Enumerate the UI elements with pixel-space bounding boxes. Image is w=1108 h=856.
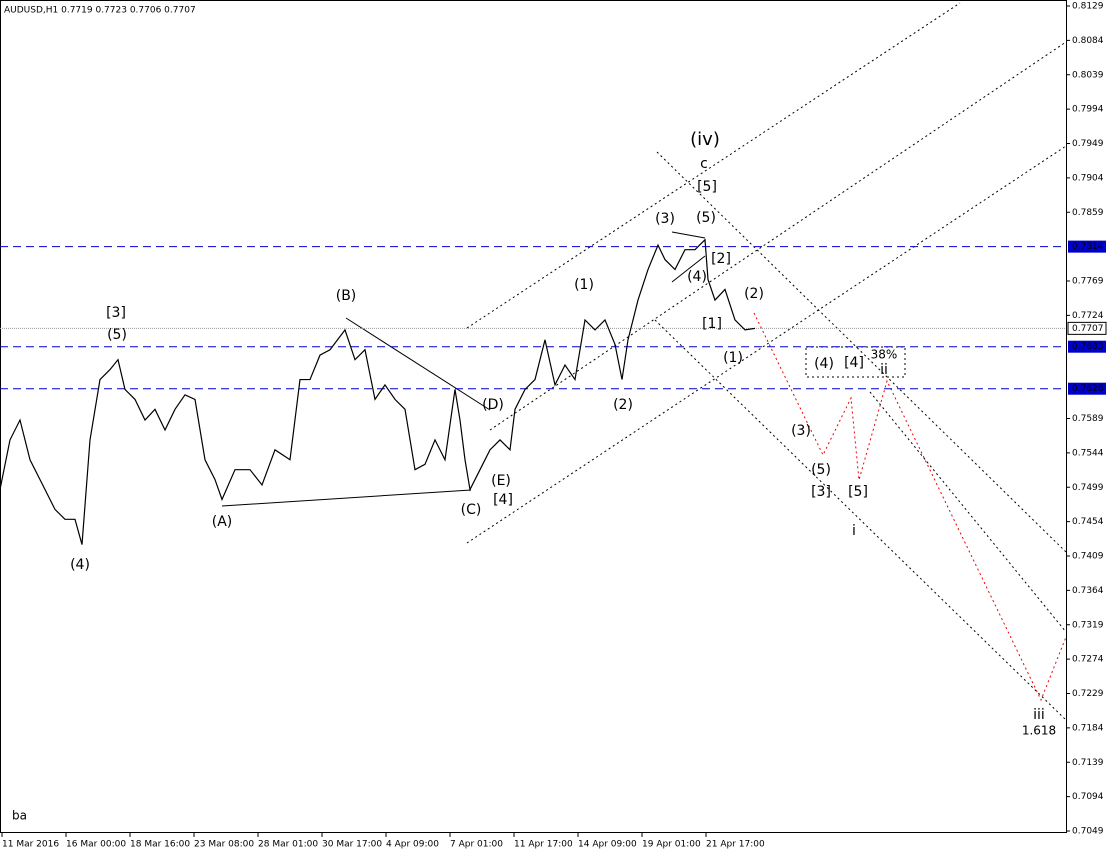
footer-label: ba	[12, 809, 27, 823]
wave-label: [4]	[844, 355, 864, 371]
y-tick-label: 0.7364	[1072, 586, 1104, 596]
level-label: 0.7814	[1072, 242, 1104, 252]
y-tick-label: 0.7724	[1072, 311, 1104, 321]
y-tick-label: 0.7544	[1072, 448, 1104, 458]
chart-title: AUDUSD,H1 0.7719 0.7723 0.7706 0.7707	[4, 6, 196, 16]
y-tick-label: 0.7229	[1072, 689, 1104, 699]
x-tick-label: 11 Mar 2016	[2, 840, 59, 850]
level-label-box	[1068, 382, 1106, 395]
plot-frame	[0, 0, 1067, 833]
channel-lines	[466, 2, 1067, 721]
wave-label: [5]	[697, 179, 717, 195]
current-price-box	[1067, 321, 1107, 335]
wave-label: (2)	[744, 286, 764, 302]
y-tick-label: 0.7409	[1072, 552, 1104, 562]
y-tick-label: 0.7454	[1072, 517, 1104, 527]
y-tick-label: 0.8039	[1072, 70, 1104, 80]
y-tick-label: 0.8084	[1072, 36, 1104, 46]
x-tick-label: 30 Mar 17:00	[322, 840, 382, 850]
wave-label: (A)	[212, 514, 233, 530]
wave-label: i	[852, 523, 856, 539]
wave-label: (5)	[696, 210, 716, 226]
x-tick-label: 28 Mar 01:00	[258, 840, 318, 850]
wave-label: iii	[1033, 707, 1045, 723]
x-tick-label: 21 Apr 17:00	[706, 840, 765, 850]
y-tick-label: 0.7769	[1072, 277, 1104, 287]
y-tick-label: 0.7274	[1072, 655, 1104, 665]
wave-label: [5]	[848, 484, 868, 500]
wave-label: 1.618	[1022, 724, 1056, 738]
x-tick-label: 23 Mar 08:00	[194, 840, 254, 850]
level-label-box	[1068, 340, 1106, 353]
wave-label: (4)	[814, 356, 834, 372]
wave-label: [2]	[711, 251, 731, 267]
wave-label: (5)	[107, 327, 127, 343]
y-tick-label: 0.7499	[1072, 483, 1104, 493]
x-tick-label: 16 Mar 00:00	[66, 840, 126, 850]
wave-label: [1]	[702, 316, 722, 332]
wave-label: (3)	[791, 423, 811, 439]
wave-label: [3]	[106, 305, 126, 321]
projection-paths	[753, 312, 1067, 702]
wave-label: (C)	[461, 502, 482, 518]
y-tick-label: 0.7049	[1072, 827, 1104, 837]
y-tick-label: 0.7904	[1072, 173, 1104, 183]
level-label: 0.7683	[1072, 342, 1104, 352]
y-tick-label: 0.8129	[1072, 2, 1104, 12]
wave-label: (3)	[655, 211, 675, 227]
y-tick-label: 0.7949	[1072, 139, 1104, 149]
wave-label: [4]	[493, 492, 513, 508]
y-tick-label: 0.7319	[1072, 620, 1104, 630]
wave-label: (iv)	[690, 129, 720, 150]
x-tick-label: 19 Apr 01:00	[642, 840, 701, 850]
price-line	[0, 238, 756, 545]
y-tick-label: 0.7184	[1072, 723, 1104, 733]
wave-label: ii	[880, 362, 888, 378]
level-label-box	[1068, 240, 1106, 253]
wave-label: (4)	[70, 557, 90, 573]
x-tick-label: 4 Apr 09:00	[386, 840, 439, 850]
current-price-label: 0.7707	[1072, 324, 1104, 334]
wave-label: (5)	[811, 462, 831, 478]
y-tick-label: 0.7859	[1072, 208, 1104, 218]
wave-label: (1)	[574, 277, 594, 293]
wave-label: (B)	[336, 288, 357, 304]
wave-label: (D)	[482, 397, 504, 413]
triangle-lines	[221, 231, 706, 507]
y-tick-label: 0.7139	[1072, 758, 1104, 768]
wave-label: c	[700, 156, 708, 172]
x-tick-label: 11 Apr 17:00	[514, 840, 573, 850]
wave-label: 38%	[871, 348, 898, 362]
wave-label: (2)	[613, 397, 633, 413]
wave-label: (E)	[491, 473, 511, 489]
y-tick-label: 0.7994	[1072, 105, 1104, 115]
wave-label: [3]	[811, 484, 831, 500]
x-tick-label: 14 Apr 09:00	[578, 840, 637, 850]
y-tick-label: 0.7094	[1072, 792, 1104, 802]
y-tick-label: 0.7589	[1072, 414, 1104, 424]
x-tick-label: 18 Mar 16:00	[130, 840, 190, 850]
level-label: 0.7628	[1072, 384, 1104, 394]
wave-label: (4)	[687, 269, 707, 285]
wave-label: (1)	[723, 350, 743, 366]
x-tick-label: 7 Apr 01:00	[450, 840, 503, 850]
